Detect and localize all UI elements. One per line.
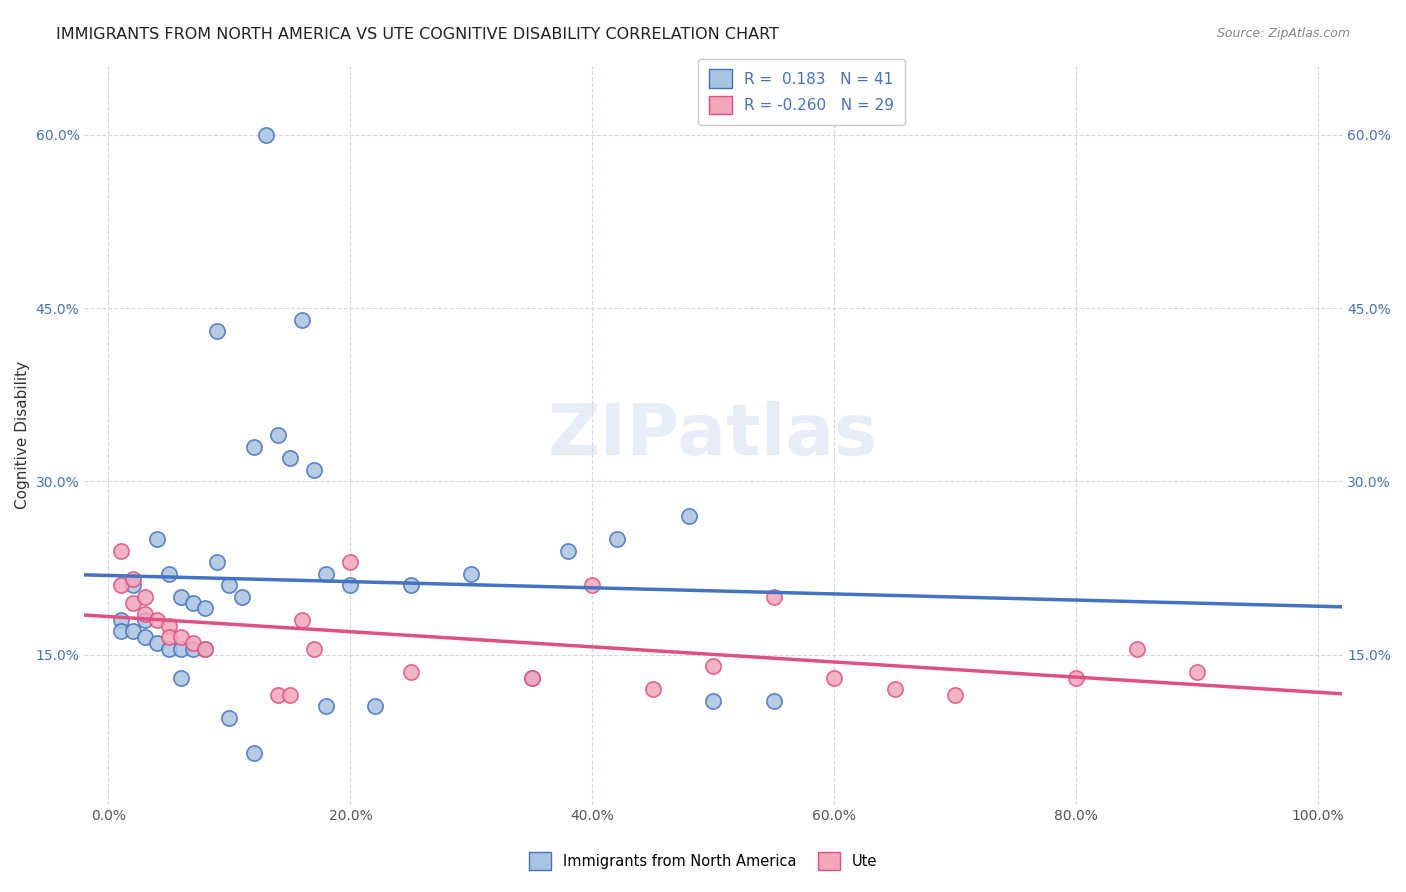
Point bbox=[207, 324, 229, 338]
Point bbox=[218, 578, 240, 592]
Point bbox=[207, 555, 229, 569]
Point bbox=[134, 613, 156, 627]
Point bbox=[641, 682, 664, 697]
Point bbox=[1064, 671, 1087, 685]
Point bbox=[181, 596, 204, 610]
Point bbox=[339, 555, 361, 569]
Point bbox=[460, 566, 482, 581]
Point bbox=[363, 699, 385, 714]
Point bbox=[170, 641, 193, 656]
Point bbox=[702, 659, 724, 673]
Legend: R =  0.183   N = 41, R = -0.260   N = 29: R = 0.183 N = 41, R = -0.260 N = 29 bbox=[697, 59, 904, 125]
Point bbox=[883, 682, 905, 697]
Text: Source: ZipAtlas.com: Source: ZipAtlas.com bbox=[1216, 27, 1350, 40]
Point bbox=[315, 566, 337, 581]
Point bbox=[110, 624, 132, 639]
Point bbox=[218, 711, 240, 725]
Point bbox=[146, 613, 169, 627]
Point bbox=[181, 641, 204, 656]
Point bbox=[170, 671, 193, 685]
Point bbox=[762, 590, 785, 604]
Point bbox=[1125, 641, 1147, 656]
Point bbox=[678, 508, 700, 523]
Point bbox=[291, 312, 314, 326]
Point bbox=[110, 578, 132, 592]
Point bbox=[762, 694, 785, 708]
Point bbox=[943, 688, 966, 702]
Text: ZIPatlas: ZIPatlas bbox=[548, 401, 879, 470]
Point bbox=[291, 613, 314, 627]
Point bbox=[254, 128, 277, 142]
Point bbox=[146, 636, 169, 650]
Point bbox=[242, 746, 264, 760]
Point bbox=[157, 566, 180, 581]
Point bbox=[557, 543, 579, 558]
Point bbox=[181, 636, 204, 650]
Point bbox=[134, 590, 156, 604]
Point bbox=[520, 671, 543, 685]
Point bbox=[520, 671, 543, 685]
Point bbox=[146, 532, 169, 546]
Point bbox=[194, 641, 217, 656]
Point bbox=[605, 532, 627, 546]
Point bbox=[1185, 665, 1208, 679]
Point bbox=[121, 573, 143, 587]
Point bbox=[170, 630, 193, 644]
Point bbox=[194, 601, 217, 615]
Legend: Immigrants from North America, Ute: Immigrants from North America, Ute bbox=[523, 847, 883, 876]
Point bbox=[121, 624, 143, 639]
Point bbox=[702, 694, 724, 708]
Point bbox=[157, 618, 180, 632]
Point bbox=[315, 699, 337, 714]
Point bbox=[157, 641, 180, 656]
Point bbox=[302, 641, 325, 656]
Point bbox=[157, 630, 180, 644]
Point bbox=[194, 641, 217, 656]
Point bbox=[278, 688, 301, 702]
Point bbox=[399, 578, 422, 592]
Point bbox=[278, 451, 301, 466]
Point bbox=[302, 463, 325, 477]
Point bbox=[121, 578, 143, 592]
Point bbox=[170, 590, 193, 604]
Point bbox=[231, 590, 253, 604]
Point bbox=[121, 596, 143, 610]
Y-axis label: Cognitive Disability: Cognitive Disability bbox=[15, 361, 30, 509]
Point bbox=[242, 440, 264, 454]
Point bbox=[134, 630, 156, 644]
Point bbox=[110, 543, 132, 558]
Point bbox=[267, 428, 290, 442]
Point bbox=[823, 671, 845, 685]
Text: IMMIGRANTS FROM NORTH AMERICA VS UTE COGNITIVE DISABILITY CORRELATION CHART: IMMIGRANTS FROM NORTH AMERICA VS UTE COG… bbox=[56, 27, 779, 42]
Point bbox=[339, 578, 361, 592]
Point bbox=[399, 665, 422, 679]
Point bbox=[267, 688, 290, 702]
Point bbox=[134, 607, 156, 621]
Point bbox=[110, 613, 132, 627]
Point bbox=[581, 578, 603, 592]
